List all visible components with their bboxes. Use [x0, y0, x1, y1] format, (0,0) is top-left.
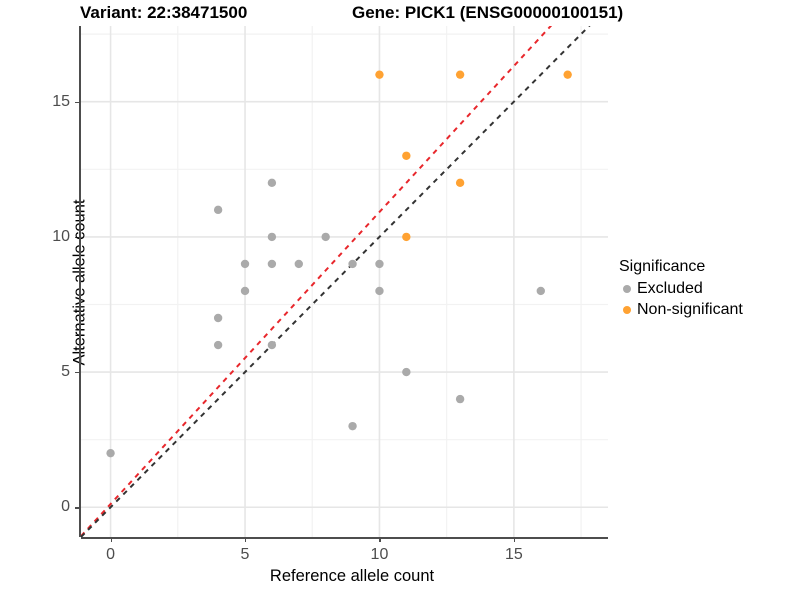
x-tick-mark: [110, 537, 112, 542]
legend: Significance Excluded Non-significant: [619, 258, 743, 320]
legend-dot-icon: [622, 305, 631, 314]
variant-title: Variant: 22:38471500: [80, 3, 248, 22]
black-dashed-line: [81, 26, 591, 537]
y-axis-line: [79, 26, 81, 537]
x-tick-label: 5: [240, 546, 250, 563]
legend-dot-icon: [622, 284, 631, 293]
series-excluded: [106, 178, 545, 458]
data-point[interactable]: [455, 394, 465, 404]
y-tick-label: 10: [52, 227, 70, 245]
x-axis-line: [81, 537, 608, 539]
minor-gridlines: [81, 26, 608, 537]
data-point[interactable]: [375, 259, 384, 269]
data-point[interactable]: [213, 205, 223, 215]
data-point[interactable]: [267, 232, 277, 242]
reference-lines: [81, 26, 591, 537]
data-point[interactable]: [267, 340, 277, 350]
data-point[interactable]: [240, 286, 250, 296]
data-point[interactable]: [375, 286, 384, 296]
gene-title: Gene: PICK1 (ENSG00000100151): [352, 3, 624, 22]
y-tick-label: 15: [52, 92, 70, 110]
data-point[interactable]: [213, 340, 223, 350]
data-point[interactable]: [402, 367, 411, 377]
x-tick-label: 10: [370, 546, 389, 563]
plot-area: [81, 26, 608, 537]
data-point[interactable]: [213, 313, 223, 323]
legend-key: [619, 305, 634, 314]
y-tick-label: 0: [61, 498, 70, 516]
legend-item-label: Non-significant: [637, 300, 743, 318]
y-tick-mark: [75, 236, 80, 239]
legend-item-label: Excluded: [637, 279, 703, 297]
data-point[interactable]: [106, 448, 115, 458]
data-point[interactable]: [536, 286, 545, 296]
x-tick-mark: [245, 537, 247, 542]
x-tick-mark: [379, 537, 381, 542]
data-point[interactable]: [267, 259, 277, 269]
y-tick-label: 5: [61, 363, 70, 381]
y-tick-mark: [75, 507, 80, 509]
data-point[interactable]: [375, 70, 384, 79]
x-tick-mark: [513, 537, 516, 542]
data-point[interactable]: [240, 259, 250, 269]
x-tick-label: 0: [106, 546, 116, 563]
data-point[interactable]: [294, 259, 303, 269]
legend-item[interactable]: Non-significant: [619, 299, 743, 320]
legend-item[interactable]: Excluded: [619, 278, 743, 299]
data-point[interactable]: [455, 178, 465, 188]
data-point[interactable]: [348, 259, 357, 269]
data-point[interactable]: [348, 421, 357, 431]
red-dashed-line: [81, 26, 553, 537]
y-tick-mark: [75, 372, 80, 374]
series-non-significant: [375, 70, 572, 242]
plot-panel: [81, 26, 608, 537]
data-point[interactable]: [321, 232, 330, 242]
data-point[interactable]: [455, 70, 465, 79]
legend-title: Significance: [619, 258, 706, 275]
data-point[interactable]: [402, 232, 411, 242]
x-tick-label: 15: [504, 546, 523, 563]
legend-items: Excluded Non-significant: [619, 278, 743, 320]
legend-key: [619, 284, 634, 293]
data-point[interactable]: [267, 178, 277, 188]
major-gridlines: [81, 26, 608, 537]
x-axis-title: Reference allele count: [269, 567, 435, 585]
data-point[interactable]: [563, 70, 572, 79]
y-tick-mark: [75, 101, 80, 104]
data-point[interactable]: [402, 151, 411, 160]
